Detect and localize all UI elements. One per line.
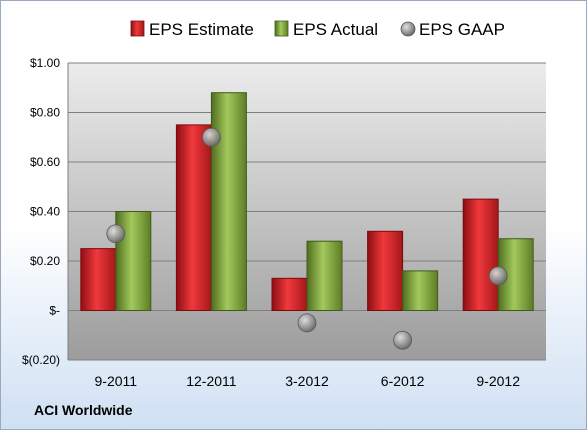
x-tick-label: 6-2012	[381, 373, 425, 389]
y-axis: $(0.20) $- $0.20 $0.40 $0.60 $0.80 $1.00	[22, 56, 69, 367]
x-tick-label: 3-2012	[285, 373, 329, 389]
eps-actual-bar	[306, 240, 343, 311]
legend-swatch	[130, 20, 145, 37]
eps-actual-bar	[402, 270, 439, 311]
y-tick-label: $0.20	[30, 254, 60, 268]
company-name: ACI Worldwide	[34, 402, 133, 418]
eps-estimate-bar	[271, 277, 308, 312]
eps-estimate-bar	[80, 248, 117, 311]
x-axis: 9-2011 12-2011 3-2012 6-2012 9-2012	[95, 373, 521, 389]
legend-item: EPS GAAP	[400, 20, 505, 39]
legend-swatch	[400, 21, 416, 37]
y-tick-label: $-	[49, 304, 60, 318]
legend-item: EPS Estimate	[130, 20, 254, 39]
eps-estimate-bar	[175, 124, 212, 311]
x-tick-label: 9-2011	[95, 373, 138, 389]
legend-label: EPS Estimate	[149, 20, 254, 39]
eps-gaap-marker	[393, 330, 413, 350]
eps-gaap-marker	[297, 313, 317, 333]
legend-swatch	[274, 20, 289, 37]
legend: EPS Estimate EPS Actual EPS GAAP	[130, 20, 505, 39]
eps-gaap-marker	[201, 127, 221, 147]
legend-label: EPS GAAP	[419, 20, 505, 39]
eps-gaap-marker	[106, 224, 126, 244]
eps-gaap-marker	[488, 266, 508, 286]
legend-label: EPS Actual	[293, 20, 378, 39]
y-tick-label: $(0.20)	[22, 353, 60, 367]
x-tick-label: 12-2011	[186, 373, 237, 389]
y-tick-label: $0.40	[30, 205, 60, 219]
eps-estimate-bar	[367, 230, 404, 311]
x-tick-label: 9-2012	[476, 373, 520, 389]
y-tick-label: $1.00	[30, 56, 60, 70]
bar-series	[80, 92, 534, 350]
eps-estimate-bar	[462, 198, 499, 311]
y-tick-label: $0.60	[30, 155, 60, 169]
legend-item: EPS Actual	[274, 20, 378, 39]
y-tick-label: $0.80	[30, 106, 60, 120]
eps-actual-bar	[210, 92, 247, 311]
